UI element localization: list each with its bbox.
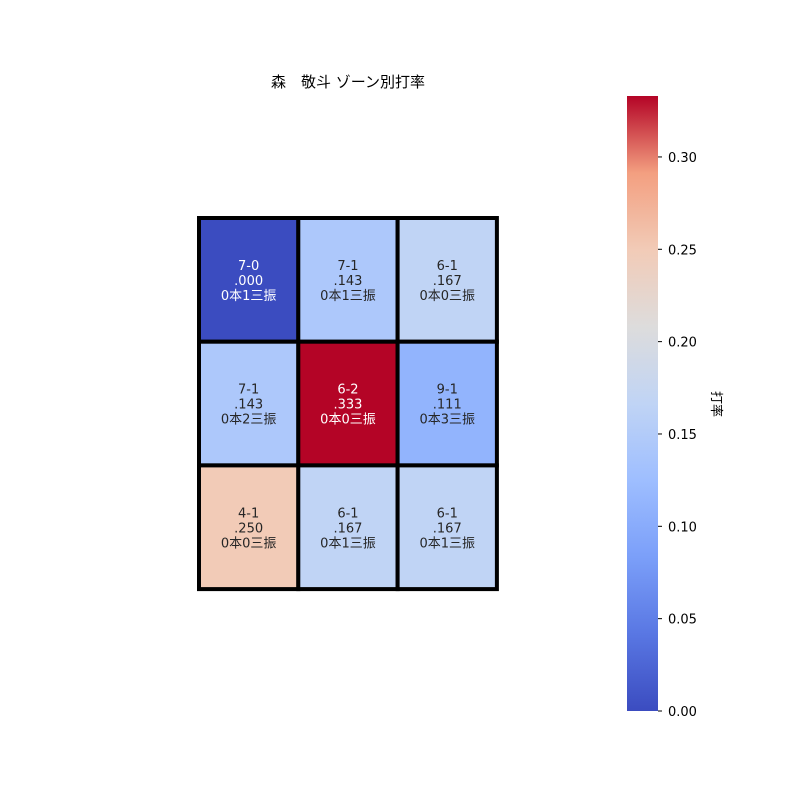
- heatmap-cell: [395, 463, 499, 592]
- cell-record-label: 6-2: [337, 383, 358, 398]
- colorbar-label: 打率: [708, 391, 724, 417]
- cell-detail-label: 0本3三振: [419, 413, 475, 428]
- cell-average-label: .250: [234, 521, 263, 536]
- cell-detail-label: 0本1三振: [320, 536, 376, 551]
- cell-detail-label: 0本1三振: [221, 289, 277, 304]
- cell-record-label: 7-1: [337, 259, 358, 274]
- cell-average-label: .143: [234, 398, 263, 413]
- heatmap-cell: [296, 463, 400, 592]
- cell-average-label: .167: [333, 521, 362, 536]
- cell-record-label: 7-1: [238, 383, 259, 398]
- colorbar-tick-label: 0.05: [668, 613, 697, 628]
- cell-detail-label: 0本2三振: [221, 413, 277, 428]
- cell-average-label: .333: [333, 398, 362, 413]
- cell-detail-label: 0本0三振: [320, 413, 376, 428]
- heatmap-cell: [395, 339, 499, 468]
- heatmap-cells: 7-0.0000本1三振7-1.1430本1三振6-1.1670本0三振7-1.…: [197, 216, 499, 592]
- heatmap-cell: [197, 463, 301, 592]
- cell-average-label: .167: [433, 274, 462, 289]
- colorbar-tick-label: 0.25: [668, 243, 697, 258]
- chart-title: 森 敬斗 ゾーン別打率: [271, 73, 425, 91]
- cell-detail-label: 0本0三振: [221, 536, 277, 551]
- cell-detail-label: 0本0三振: [419, 289, 475, 304]
- cell-record-label: 6-1: [337, 506, 358, 521]
- cell-average-label: .111: [433, 398, 462, 413]
- colorbar-tick-label: 0.10: [668, 520, 697, 535]
- cell-record-label: 9-1: [437, 383, 458, 398]
- colorbar-tick-label: 0.20: [668, 336, 697, 351]
- cell-detail-label: 0本1三振: [419, 536, 475, 551]
- cell-record-label: 4-1: [238, 506, 259, 521]
- cell-average-label: .167: [433, 521, 462, 536]
- colorbar-gradient: [627, 96, 658, 711]
- cell-record-label: 7-0: [238, 259, 259, 274]
- cell-detail-label: 0本1三振: [320, 289, 376, 304]
- colorbar-tick-label: 0.00: [668, 705, 697, 720]
- cell-average-label: .143: [333, 274, 362, 289]
- colorbar: 0.00 0.05 0.10 0.15 0.20 0.25 0.30 打率: [627, 96, 724, 720]
- heatmap-cell: [197, 216, 301, 344]
- colorbar-tick-label: 0.15: [668, 428, 697, 443]
- cell-record-label: 6-1: [437, 259, 458, 274]
- colorbar-tick-label: 0.30: [668, 151, 697, 166]
- colorbar-ticks: 0.00 0.05 0.10 0.15 0.20 0.25 0.30: [658, 151, 697, 720]
- cell-record-label: 6-1: [437, 506, 458, 521]
- cell-average-label: .000: [234, 274, 263, 289]
